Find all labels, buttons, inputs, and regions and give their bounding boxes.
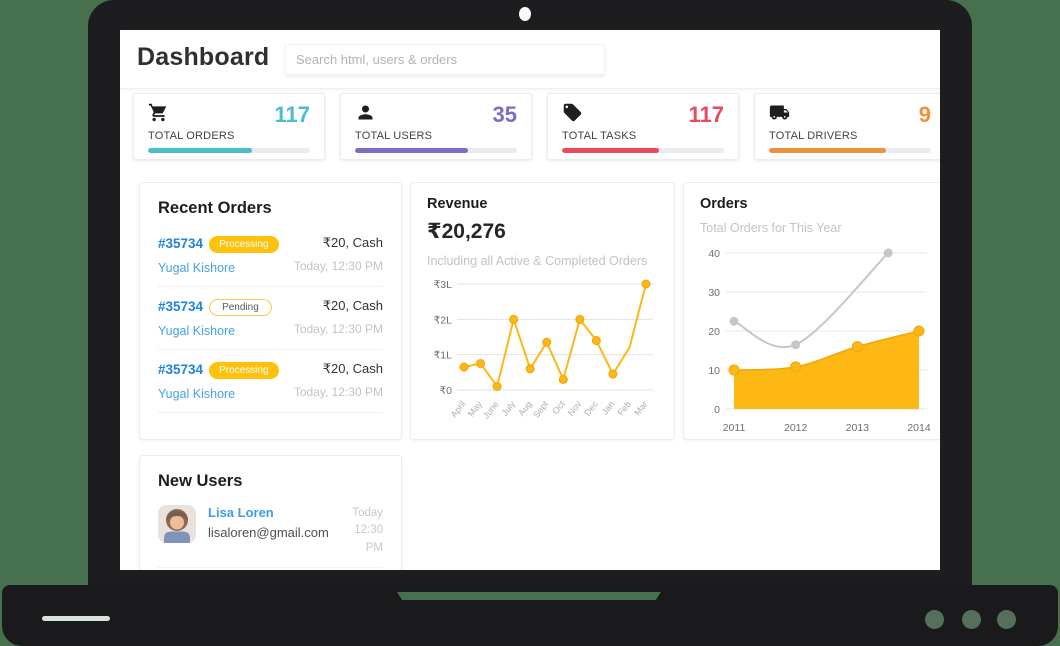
stat-value: 35 [492,102,517,127]
order-id-link[interactable]: #35734 [158,299,204,314]
tag-icon [562,102,583,128]
search-input[interactable] [285,44,605,75]
user-row: Lisa Loren lisaloren@gmail.com Today 12:… [158,495,383,568]
order-status-badge: Processing [209,362,279,379]
revenue-title: Revenue [427,196,488,212]
progress-fill [562,148,660,153]
svg-text:Dec: Dec [582,399,600,418]
progress-track [148,148,310,153]
new-users-panel: New Users Lisa Loren lisaloren@gmail.com… [139,455,402,570]
stat-value: 117 [274,102,311,127]
new-users-title: New Users [158,472,243,490]
stat-value: 9 [918,102,931,127]
orders-area-chart: 0 10 20 30 40 2011 2012 2013 2014 [708,248,931,434]
svg-text:₹1L: ₹1L [434,350,453,362]
svg-text:₹3L: ₹3L [434,279,453,291]
base-dot [997,610,1016,629]
revenue-subtitle: Including all Active & Completed Orders [427,254,648,268]
svg-text:Nov: Nov [566,399,584,418]
order-id-link[interactable]: #35734 [158,236,204,251]
orders-panel: Orders Total Orders for This Year 0 10 20 3… [683,182,940,440]
orders-title: Orders [700,196,748,212]
stat-card-total-users: 35 TOTAL USERS [340,93,532,160]
svg-text:Oct: Oct [550,399,567,417]
svg-text:2012: 2012 [784,422,808,434]
shopping-cart-icon [148,102,169,128]
order-amount: ₹20, Cash [322,298,383,313]
order-time: Today, 12:30 PM [293,322,383,336]
svg-text:Mar: Mar [632,399,649,417]
order-row: #35734 Processing Yugal Kishore ₹20, Cash… [158,224,383,287]
recent-orders-panel: Recent Orders #35734 Processing Yugal Kis… [139,182,402,440]
order-status-badge: Processing [209,236,279,253]
svg-text:June: June [481,399,501,421]
stat-label: TOTAL USERS [355,130,433,142]
revenue-panel: Revenue ₹20,276 Including all Active & C… [410,182,675,440]
svg-text:Sept: Sept [531,399,551,420]
svg-text:0: 0 [714,404,720,416]
progress-track [769,148,931,153]
stat-card-total-orders: 117 TOTAL ORDERS [133,93,325,160]
person-icon [355,102,376,128]
stat-cards-row: 117 TOTAL ORDERS 35 TOTAL USERS 117 T [133,93,940,160]
order-customer-link[interactable]: Yugal Kishore [158,387,236,401]
user-timestamp: Today 12:30 PM [352,507,383,554]
order-row: #35734 Processing Yugal Kishore ₹20, Cash… [158,350,383,413]
user-email: lisaloren@gmail.com [208,525,329,540]
base-dot [962,610,981,629]
stat-label: TOTAL DRIVERS [769,130,858,142]
status-led-slot [42,616,110,621]
orders-subtitle: Total Orders for This Year [700,221,842,235]
svg-text:2013: 2013 [846,422,870,434]
revenue-total: ₹20,276 [427,220,506,243]
progress-fill [355,148,469,153]
progress-fill [769,148,886,153]
order-customer-link[interactable]: Yugal Kishore [158,324,236,338]
svg-text:40: 40 [708,248,720,260]
svg-text:₹0: ₹0 [439,385,452,397]
base-dot [925,610,944,629]
user-name-link[interactable]: Lisa Loren [208,505,274,520]
svg-text:2014: 2014 [907,422,931,434]
svg-text:Jan: Jan [600,399,617,417]
order-time: Today, 12:30 PM [293,385,383,399]
user-avatar [158,505,196,543]
user-row: Lisa Loren lisaloren@gmail.com Today 12:… [158,568,383,570]
dashboard-screen: Dashboard 117 TOTAL ORDERS 35 TOTAL USER… [120,30,940,570]
order-status-badge: Pending [209,299,272,316]
svg-text:10: 10 [708,365,720,377]
order-row: #35734 Pending Yugal Kishore ₹20, Cash To… [158,287,383,350]
stat-card-total-drivers: 9 TOTAL DRIVERS [754,93,940,160]
recent-orders-title: Recent Orders [158,199,272,217]
svg-text:2011: 2011 [723,422,746,434]
order-amount: ₹20, Cash [322,235,383,250]
svg-text:July: July [499,399,517,418]
svg-text:₹2L: ₹2L [434,314,453,326]
svg-text:April: April [449,399,468,419]
stat-label: TOTAL ORDERS [148,130,235,142]
progress-track [355,148,517,153]
stat-label: TOTAL TASKS [562,130,637,142]
trackpad-notch [397,592,661,600]
stat-card-total-tasks: 117 TOTAL TASKS [547,93,739,160]
progress-track [562,148,724,153]
order-time: Today, 12:30 PM [293,259,383,273]
truck-icon [769,102,790,128]
app-header: Dashboard [120,30,940,89]
order-amount: ₹20, Cash [322,361,383,376]
stat-value: 117 [688,102,725,127]
svg-text:20: 20 [708,326,720,338]
svg-text:30: 30 [708,287,720,299]
order-customer-link[interactable]: Yugal Kishore [158,261,236,275]
webcam [519,7,531,21]
page-title: Dashboard [137,43,270,71]
order-id-link[interactable]: #35734 [158,362,204,377]
svg-text:Aug: Aug [516,399,534,418]
svg-text:Feb: Feb [616,399,633,417]
progress-fill [148,148,252,153]
